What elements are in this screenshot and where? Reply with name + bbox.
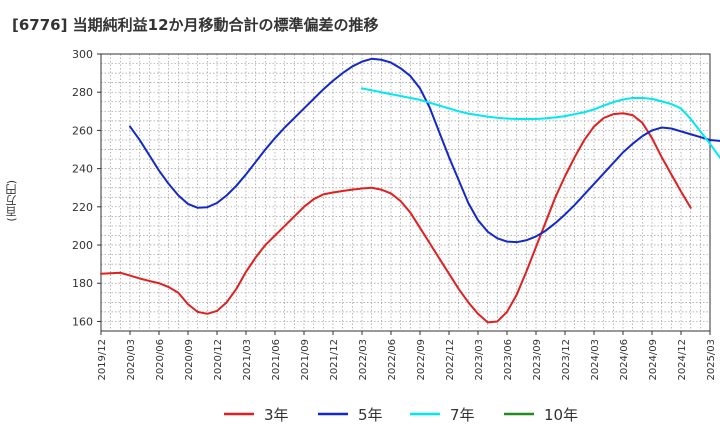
y-tick-label: 200 <box>72 239 93 252</box>
x-tick-label: 2024/12 <box>677 339 688 381</box>
legend-label-1: 3年 <box>264 406 289 424</box>
series-line-1 <box>100 112 692 324</box>
x-tick-label: 2020/12 <box>213 339 224 381</box>
plot-area <box>101 54 710 331</box>
x-tick-label: 2020/03 <box>126 339 137 381</box>
plot-frame <box>100 53 711 332</box>
y-tick-label: 220 <box>72 201 93 214</box>
x-tick-label: 2023/12 <box>561 339 572 381</box>
x-tick-label: 2021/03 <box>242 339 253 381</box>
x-tick-label: 2022/09 <box>416 339 427 381</box>
x-tick-label: 2022/12 <box>445 339 456 381</box>
y-tick-label: 180 <box>72 277 93 290</box>
y-tick-label: 160 <box>72 315 93 328</box>
y-tick-label: 280 <box>72 86 93 99</box>
x-tick-label: 2020/09 <box>184 339 195 381</box>
y-tick-label: 260 <box>72 124 93 137</box>
series-line-3 <box>361 87 720 160</box>
x-tick-label: 2025/03 <box>706 339 717 381</box>
x-tick-label: 2021/06 <box>271 339 282 381</box>
legend-label-2: 5年 <box>358 406 383 424</box>
x-tick-label: 2019/12 <box>97 339 108 381</box>
x-tick-label: 2022/03 <box>358 339 369 381</box>
legend-label-4: 10年 <box>544 406 578 424</box>
y-tick-label: 300 <box>72 48 93 61</box>
x-tick-label: 2020/06 <box>155 339 166 381</box>
x-tick-label: 2024/06 <box>619 339 630 381</box>
x-tick-label: 2023/06 <box>503 339 514 381</box>
x-tick-label: 2021/09 <box>300 339 311 381</box>
x-tick-label: 2023/03 <box>474 339 485 381</box>
x-tick-label: 2022/06 <box>387 339 398 381</box>
x-tick-label: 2024/09 <box>648 339 659 381</box>
y-tick-label: 240 <box>72 163 93 176</box>
legend-label-3: 7年 <box>450 406 475 424</box>
chart-title: [6776] 当期純利益12か月移動合計の標準偏差の推移 <box>12 16 379 34</box>
x-tick-label: 2024/03 <box>590 339 601 381</box>
x-tick-label: 2023/09 <box>532 339 543 381</box>
x-tick-label: 2021/12 <box>329 339 340 381</box>
series-line-2 <box>129 57 720 244</box>
